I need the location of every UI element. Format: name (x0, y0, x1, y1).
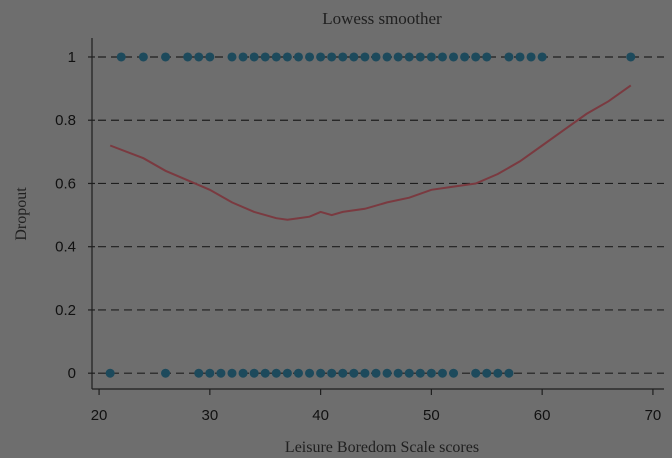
point-dropout-0 (382, 368, 392, 378)
point-dropout-0 (105, 368, 115, 378)
point-dropout-1 (271, 52, 281, 62)
point-dropout-1 (504, 52, 514, 62)
x-tick-label: 70 (645, 407, 662, 424)
point-dropout-1 (183, 52, 193, 62)
point-dropout-0 (316, 368, 326, 378)
point-dropout-1 (360, 52, 370, 62)
point-dropout-1 (371, 52, 381, 62)
point-dropout-0 (293, 368, 303, 378)
point-dropout-0 (249, 368, 259, 378)
tick-labels: 0 0.2 0.4 0.6 0.8 1 20 30 40 50 60 70 (55, 49, 661, 424)
point-dropout-0 (238, 368, 248, 378)
point-dropout-1 (227, 52, 237, 62)
point-dropout-1 (316, 52, 326, 62)
point-dropout-0 (493, 368, 503, 378)
point-dropout-1 (161, 52, 171, 62)
gridlines (98, 56, 664, 374)
y-tick-label: 0.2 (55, 302, 76, 319)
point-dropout-1 (460, 52, 470, 62)
x-tick-label: 20 (91, 407, 108, 424)
point-dropout-1 (526, 52, 536, 62)
point-dropout-0 (161, 368, 171, 378)
x-tick-label: 30 (202, 407, 219, 424)
point-dropout-1 (116, 52, 126, 62)
point-dropout-1 (194, 52, 204, 62)
lowess-line (109, 84, 632, 221)
point-dropout-1 (537, 52, 547, 62)
x-axis-label: Leisure Boredom Scale scores (285, 439, 479, 456)
chart-title: Lowess smoother (322, 9, 442, 28)
point-dropout-1 (138, 52, 148, 62)
point-dropout-0 (437, 368, 447, 378)
point-dropout-1 (393, 52, 403, 62)
point-dropout-0 (482, 368, 492, 378)
point-dropout-0 (415, 368, 425, 378)
x-tick-label: 50 (423, 407, 440, 424)
point-dropout-0 (371, 368, 381, 378)
point-dropout-1 (449, 52, 459, 62)
point-dropout-0 (504, 368, 514, 378)
point-dropout-1 (437, 52, 447, 62)
y-tick-label: 0.4 (55, 239, 76, 256)
point-dropout-1 (349, 52, 359, 62)
point-dropout-1 (382, 52, 392, 62)
point-dropout-0 (271, 368, 281, 378)
point-dropout-0 (305, 368, 315, 378)
point-dropout-0 (227, 368, 237, 378)
point-dropout-1 (238, 52, 248, 62)
point-dropout-0 (205, 368, 215, 378)
point-dropout-0 (471, 368, 481, 378)
point-dropout-1 (415, 52, 425, 62)
point-dropout-0 (360, 368, 370, 378)
point-dropout-0 (338, 368, 348, 378)
point-dropout-0 (282, 368, 292, 378)
point-dropout-1 (482, 52, 492, 62)
x-tick-label: 60 (534, 407, 551, 424)
point-dropout-1 (626, 52, 636, 62)
point-dropout-0 (216, 368, 226, 378)
point-dropout-0 (404, 368, 414, 378)
y-axis-label: Dropout (13, 187, 30, 241)
point-dropout-1 (404, 52, 414, 62)
point-dropout-1 (305, 52, 315, 62)
point-dropout-1 (282, 52, 292, 62)
point-dropout-0 (449, 368, 459, 378)
point-dropout-1 (426, 52, 436, 62)
y-tick-label: 0 (68, 365, 76, 382)
point-dropout-0 (194, 368, 204, 378)
point-dropout-0 (260, 368, 270, 378)
point-dropout-1 (327, 52, 337, 62)
y-tick-label: 0.8 (55, 112, 76, 129)
y-tick-label: 0.6 (55, 175, 76, 192)
lowess-line-layer (109, 84, 632, 221)
y-tick-label: 1 (68, 49, 76, 66)
point-dropout-1 (471, 52, 481, 62)
point-dropout-1 (260, 52, 270, 62)
point-dropout-0 (349, 368, 359, 378)
point-dropout-1 (293, 52, 303, 62)
axes (88, 38, 664, 395)
x-tick-label: 40 (312, 407, 329, 424)
point-dropout-1 (249, 52, 259, 62)
point-dropout-0 (393, 368, 403, 378)
scatter-points (105, 52, 636, 378)
point-dropout-0 (327, 368, 337, 378)
point-dropout-1 (338, 52, 348, 62)
point-dropout-1 (515, 52, 525, 62)
point-dropout-0 (426, 368, 436, 378)
point-dropout-1 (205, 52, 215, 62)
